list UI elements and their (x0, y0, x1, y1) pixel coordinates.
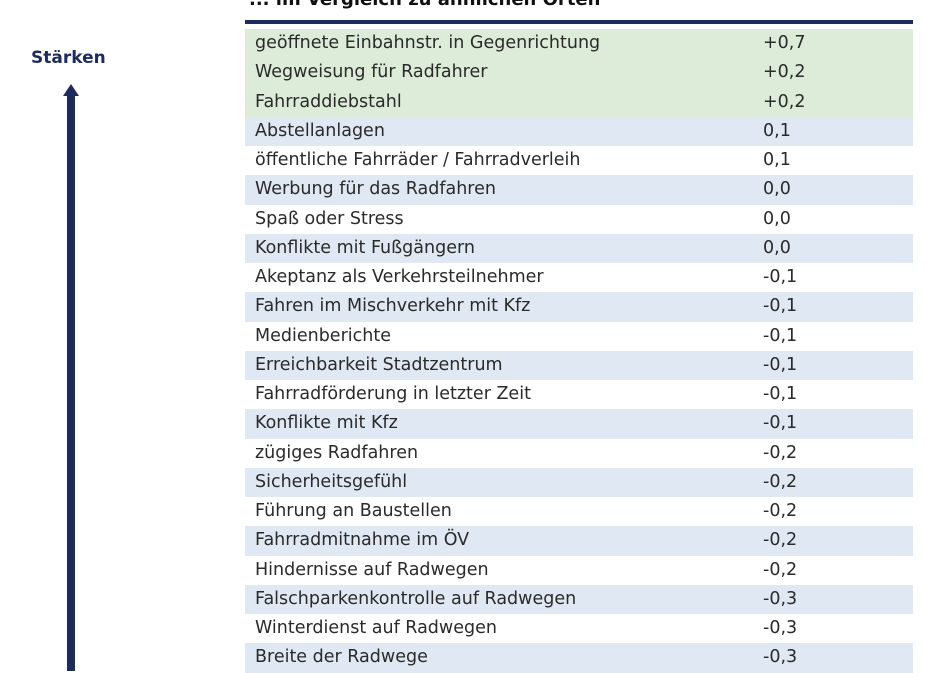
row-label: Abstellanlagen (255, 120, 385, 141)
row-label: Fahrradförderung in letzter Zeit (255, 384, 531, 404)
row-label: Winterdienst auf Radwegen (255, 618, 497, 638)
heading-divider (245, 20, 913, 24)
row-label: Führung an Baustellen (255, 501, 452, 521)
row-label: Konflikte mit Fußgängern (255, 237, 475, 258)
row-value: -0,1 (763, 384, 798, 404)
row-value: +0,2 (763, 62, 806, 83)
row-label: Fahrraddiebstahl (255, 91, 402, 112)
table-row: öffentliche Fahrräder / Fahrradverleih 0,… (245, 146, 913, 176)
row-value: 0,0 (763, 237, 791, 258)
row-value: -0,3 (763, 588, 798, 609)
table-row: Fahrradförderung in letzter Zeit -0,1 (245, 380, 913, 410)
row-value: +0,2 (763, 91, 806, 112)
table-row: Werbung für das Radfahren 0,0 (245, 175, 913, 205)
row-label: Wegweisung für Radfahrer (255, 62, 488, 83)
row-value: -0,1 (763, 413, 798, 434)
row-value: 0,0 (763, 179, 791, 200)
row-label: Sicherheitsgefühl (255, 471, 408, 492)
row-value: -0,2 (763, 471, 798, 492)
row-label: Akeptanz als Verkehrsteilnehmer (255, 267, 544, 287)
row-value: -0,3 (763, 618, 798, 638)
row-label: Hindernisse auf Radwegen (255, 559, 489, 580)
row-label: öffentliche Fahrräder / Fahrradverleih (255, 150, 581, 170)
table-row: Falschparkenkontrolle auf Radwegen -0,3 (245, 584, 913, 614)
row-label: zügiges Radfahren (255, 442, 419, 463)
row-value: -0,1 (763, 296, 798, 317)
table-row: Medienberichte -0,1 (245, 321, 913, 351)
row-label: Werbung für das Radfahren (255, 179, 496, 200)
table-row: Breite der Radwege -0,3 (245, 643, 913, 673)
table-row: Akeptanz als Verkehrsteilnehmer -0,1 (245, 263, 913, 293)
table-row: Winterdienst auf Radwegen -0,3 (245, 614, 913, 644)
row-value: 0,1 (763, 150, 791, 170)
row-label: Erreichbarkeit Stadtzentrum (255, 354, 503, 375)
row-value: -0,2 (763, 530, 798, 551)
table-row: Fahrraddiebstahl +0,2 (245, 87, 913, 117)
row-label: Falschparkenkontrolle auf Radwegen (255, 588, 577, 609)
row-value: +0,7 (763, 33, 806, 53)
row-value: -0,2 (763, 442, 798, 463)
table-row: Führung an Baustellen -0,2 (245, 497, 913, 527)
row-value: -0,2 (763, 501, 798, 521)
row-label: Fahrradmitnahme im ÖV (255, 530, 470, 551)
table-row: Abstellanlagen 0,1 (245, 116, 913, 146)
row-label: geöffnete Einbahnstr. in Gegenrichtung (255, 33, 601, 53)
up-arrow-shaft (67, 94, 75, 671)
table-row: Sicherheitsgefühl -0,2 (245, 467, 913, 497)
table-row: Hindernisse auf Radwegen -0,2 (245, 555, 913, 585)
row-value: -0,1 (763, 354, 798, 375)
table-row: geöffnete Einbahnstr. in Gegenrichtung +0… (245, 29, 913, 59)
table-row: Fahrradmitnahme im ÖV -0,2 (245, 526, 913, 556)
row-label: Spaß oder Stress (255, 208, 404, 229)
table-row: Konflikte mit Kfz -0,1 (245, 409, 913, 439)
table-row: Erreichbarkeit Stadtzentrum -0,1 (245, 350, 913, 380)
up-arrow-icon (63, 84, 79, 96)
row-value: 0,0 (763, 208, 791, 229)
row-label: Konflikte mit Kfz (255, 413, 398, 434)
row-value: -0,1 (763, 325, 798, 346)
table-row: Spaß oder Stress 0,0 (245, 204, 913, 234)
table-row: Konflikte mit Fußgängern 0,0 (245, 233, 913, 263)
row-label: Medienberichte (255, 325, 391, 346)
table-row: Fahren im Mischverkehr mit Kfz -0,1 (245, 292, 913, 322)
ranking-table: geöffnete Einbahnstr. in Gegenrichtung +0… (245, 29, 913, 673)
table-heading: ... im Vergleich zu ähnlichen Orten (249, 0, 600, 11)
row-label: Fahren im Mischverkehr mit Kfz (255, 296, 531, 317)
row-value: -0,3 (763, 647, 798, 668)
row-value: 0,1 (763, 120, 791, 141)
table-row: Wegweisung für Radfahrer +0,2 (245, 58, 913, 88)
row-value: -0,2 (763, 559, 798, 580)
table-row: zügiges Radfahren -0,2 (245, 438, 913, 468)
row-value: -0,1 (763, 267, 798, 287)
row-label: Breite der Radwege (255, 647, 428, 668)
axis-label-strengths: Stärken (31, 48, 106, 68)
